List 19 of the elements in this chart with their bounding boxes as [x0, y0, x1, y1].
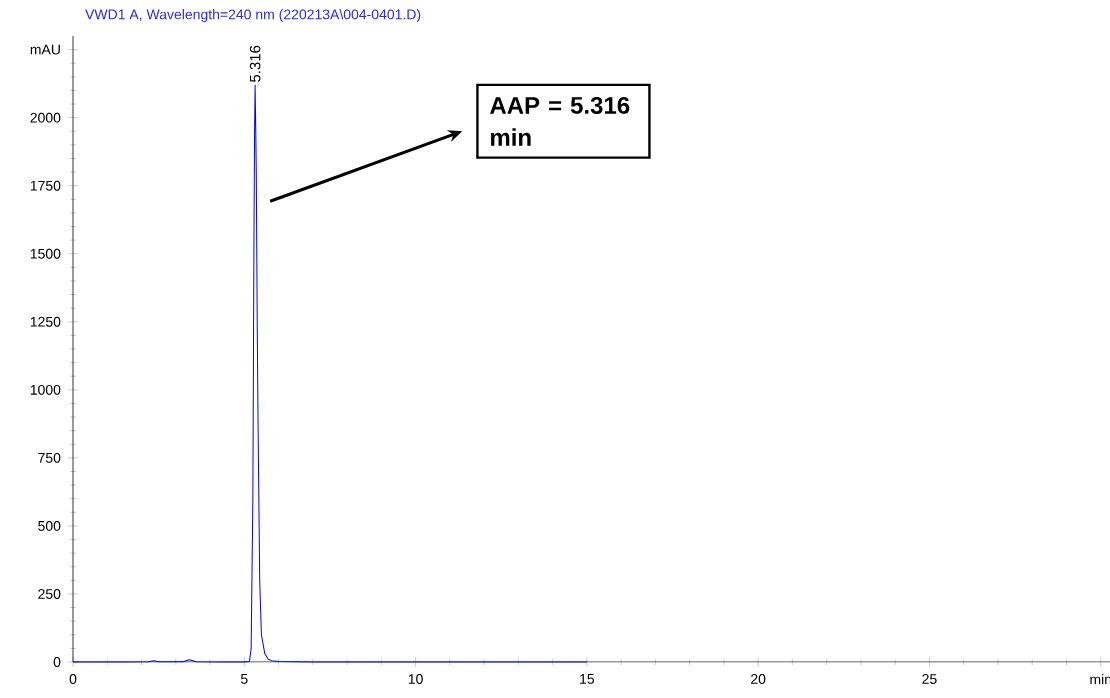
y-tick-label: 1000: [30, 384, 61, 395]
y-tick-label: 750: [38, 452, 61, 463]
x-tick-label: 15: [580, 674, 595, 684]
x-tick-label: 20: [751, 674, 766, 684]
x-tick-label: 25: [922, 674, 937, 684]
x-tick-label: 10: [408, 674, 423, 684]
y-tick-label: 250: [38, 589, 61, 599]
y-tick-label: 2000: [30, 112, 61, 123]
y-tick-label: 1750: [30, 180, 61, 191]
y-tick-label: 1250: [30, 316, 61, 327]
y-tick-label: mAU: [30, 44, 60, 55]
y-tick-label: 1500: [30, 248, 61, 259]
annotation: AAP = 5.316 min: [490, 96, 630, 146]
x-tick-label: 5: [240, 674, 248, 684]
y-tick-label: 0: [53, 657, 61, 667]
annotation: 5.316: [249, 45, 261, 82]
y-tick-label: 500: [38, 520, 61, 531]
x-tick-label: 0: [69, 674, 77, 684]
chart-title: VWD1 A, Wavelength=240 nm (220213A\004-0401.D): [85, 9, 421, 23]
